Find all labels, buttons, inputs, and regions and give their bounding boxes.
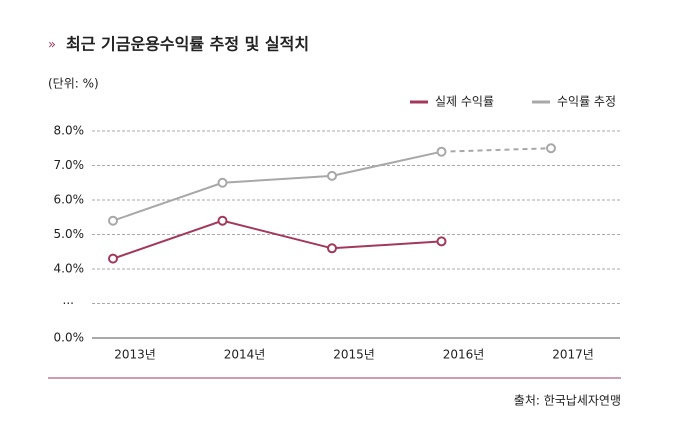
y-tick-label: 5.0% bbox=[54, 227, 85, 241]
point bbox=[217, 215, 228, 226]
point bbox=[327, 170, 337, 181]
y-tick-label: 0.0% bbox=[54, 331, 85, 345]
source: 출처: 한국납세자연맹 bbox=[514, 394, 621, 408]
series-line bbox=[112, 150, 442, 222]
series-line bbox=[112, 219, 442, 260]
legend-label: 수익률 추정 bbox=[557, 95, 616, 109]
series-line-projected bbox=[441, 147, 552, 153]
x-tick-label: 2013년 bbox=[114, 348, 156, 362]
y-tick-label: 6.0% bbox=[54, 193, 85, 207]
legend-label: 실제 수익률 bbox=[435, 95, 494, 109]
y-tick-label: 4.0% bbox=[54, 262, 85, 276]
axis-break-label: ... bbox=[63, 293, 74, 307]
title-marker: » bbox=[48, 38, 56, 53]
point bbox=[546, 143, 556, 154]
x-tick-label: 2017년 bbox=[552, 348, 594, 362]
unit-label: (단위: %) bbox=[48, 77, 99, 91]
x-tick-label: 2015년 bbox=[333, 348, 375, 362]
point bbox=[217, 177, 228, 188]
point bbox=[436, 146, 447, 157]
point bbox=[436, 236, 447, 247]
point bbox=[108, 215, 118, 226]
point bbox=[327, 243, 337, 254]
y-tick-label: 7.0% bbox=[54, 158, 85, 172]
y-tick-label: 8.0% bbox=[54, 124, 85, 138]
x-tick-label: 2016년 bbox=[443, 348, 485, 362]
x-tick-label: 2014년 bbox=[224, 348, 266, 362]
point bbox=[108, 253, 118, 264]
chart-title: 최근 기금운용수익률 추정 및 실적치 bbox=[66, 35, 309, 54]
